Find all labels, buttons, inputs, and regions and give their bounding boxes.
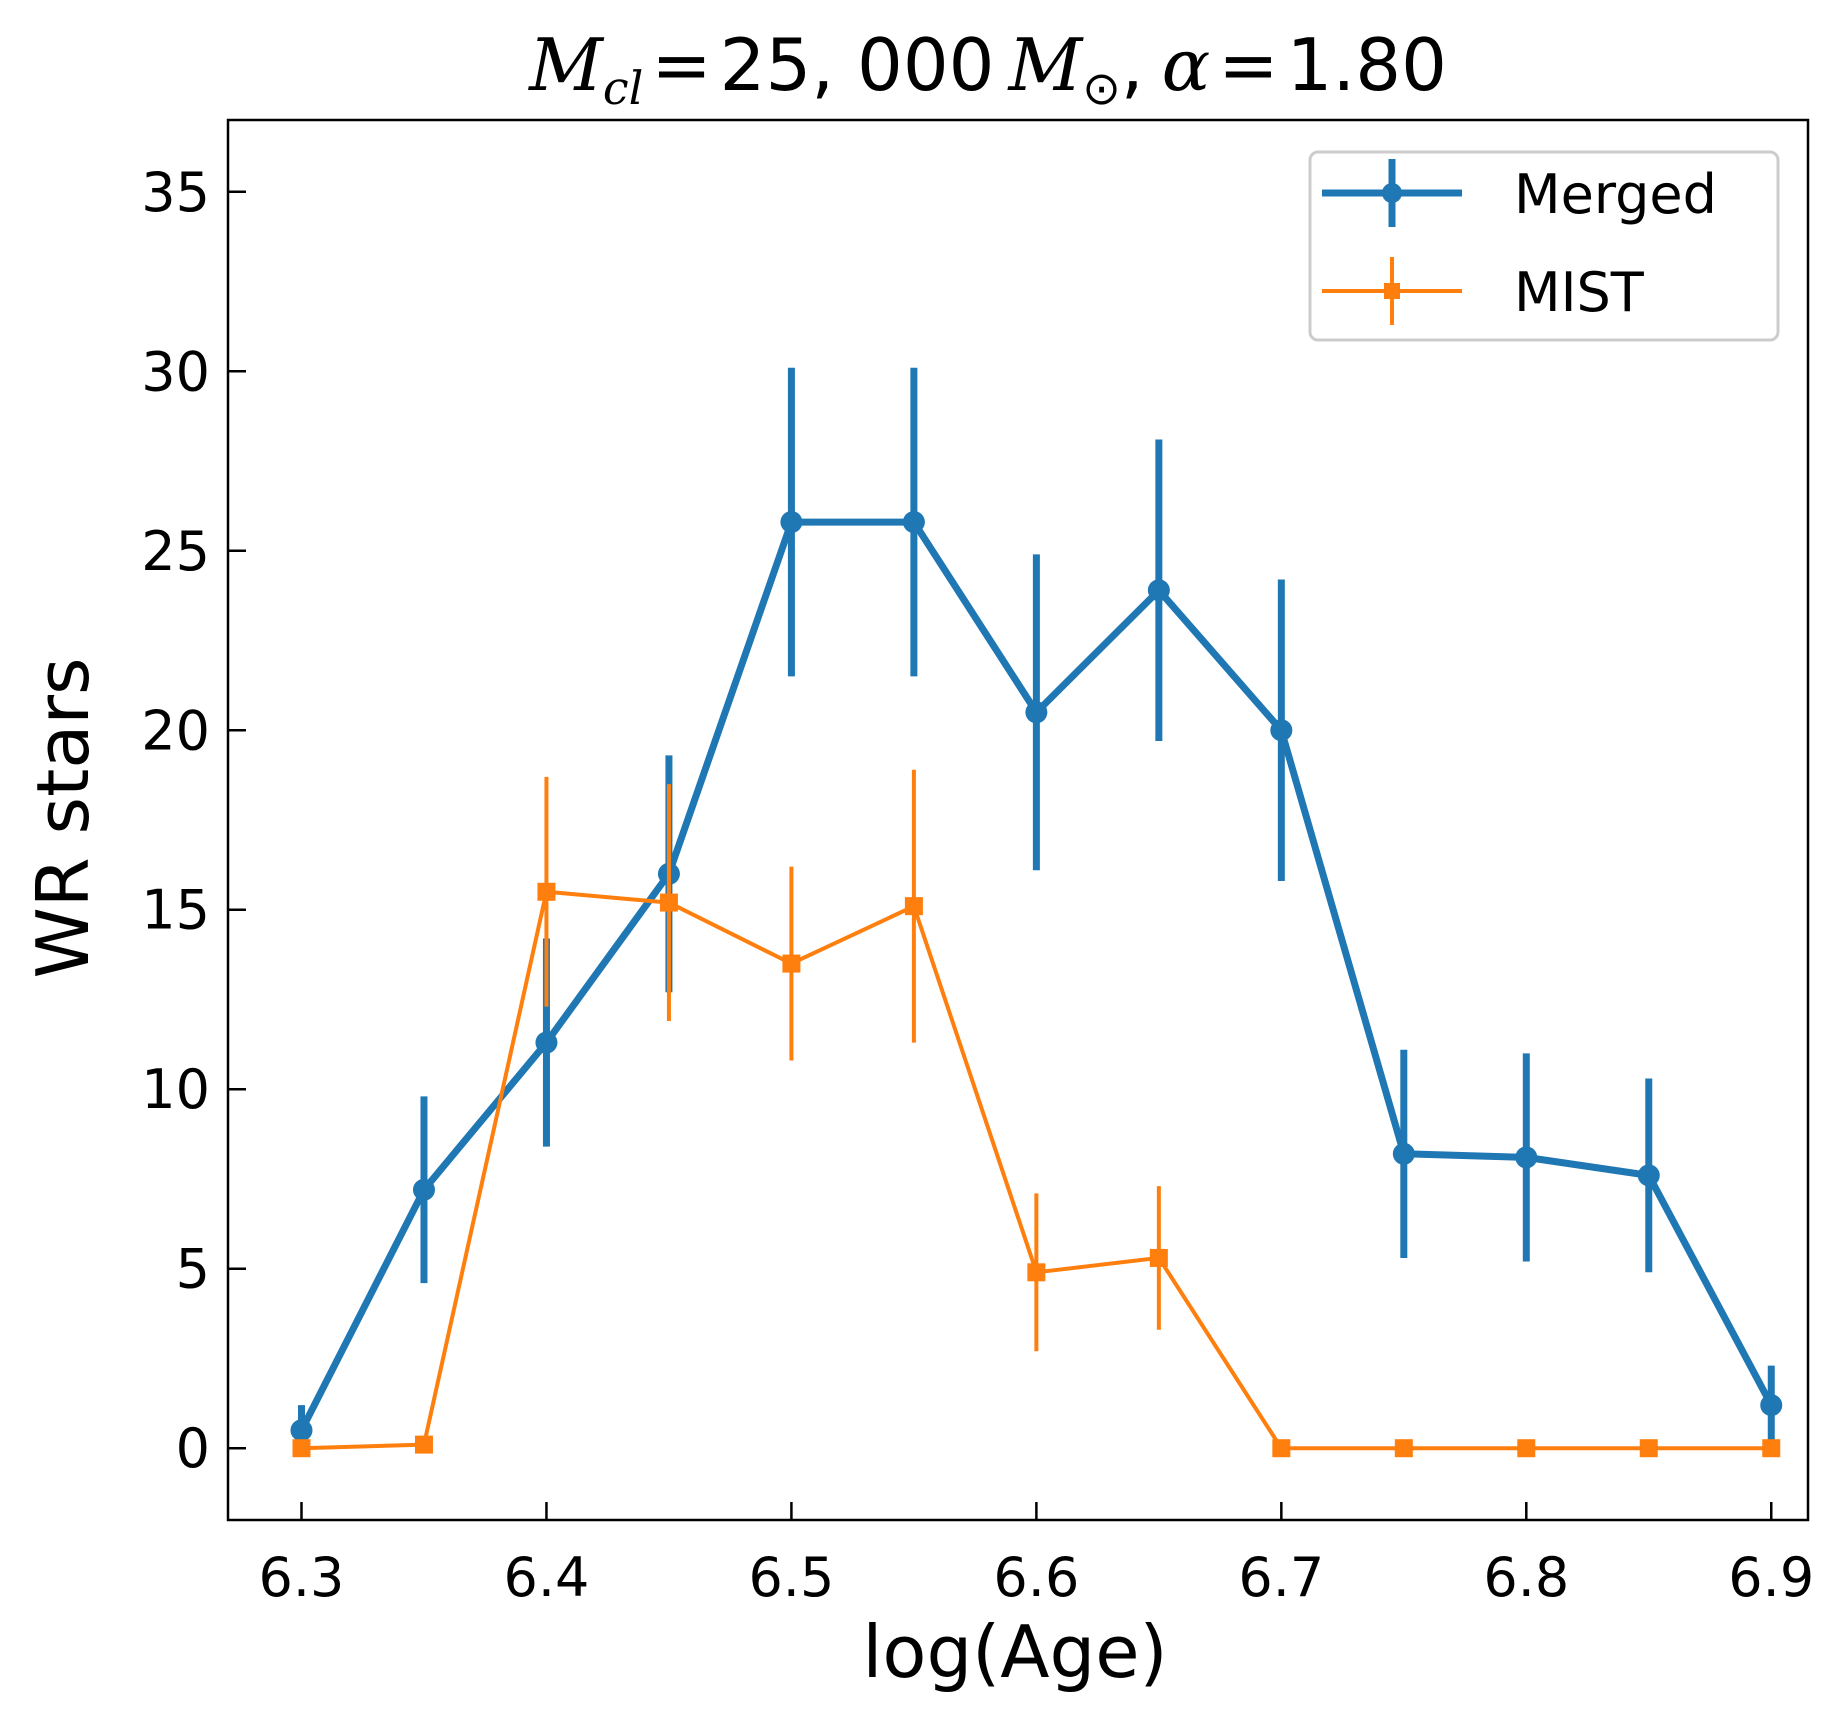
series-merged-point: [1270, 719, 1293, 742]
title-separator: ,: [1121, 23, 1144, 107]
series-merged: [290, 367, 1783, 1456]
y-tick-label-20: 20: [141, 699, 210, 762]
series-merged-point: [1147, 579, 1170, 602]
x-tick-label-6.4: 6.4: [504, 1546, 590, 1609]
series-mist-point: [1149, 1248, 1168, 1267]
plot-frame: [226, 118, 1810, 1522]
series-mist-point: [1272, 1439, 1291, 1458]
series-mist-point: [1394, 1439, 1413, 1458]
title-solar-mass-symbol: M: [1006, 23, 1084, 107]
x-tick-label-6.3: 6.3: [259, 1546, 345, 1609]
series-mist-point: [414, 1435, 433, 1454]
series-mist-point: [1027, 1263, 1046, 1282]
y-tick-label-5: 5: [176, 1238, 210, 1301]
series-mist-point: [1639, 1439, 1658, 1458]
legend-mist-marker: [1384, 283, 1400, 299]
x-tick-label-6.7: 6.7: [1238, 1546, 1324, 1609]
ticks-layer: 6.3 6.4 6.5 6.6 6.7 6.8 6.9 0 5 10 15 20 25 30 35: [141, 161, 1814, 1609]
y-tick-label-35: 35: [141, 161, 210, 224]
legend-merged-marker: [1382, 183, 1402, 203]
x-axis-label: log(Age): [862, 1610, 1167, 1694]
x-tick-label-6.6: 6.6: [993, 1546, 1079, 1609]
series-mist-point: [904, 897, 923, 916]
y-axis-label: WR stars: [21, 657, 105, 978]
y-tick-label-25: 25: [141, 520, 210, 583]
series-merged-point: [1637, 1164, 1660, 1187]
title-alpha-value: 1.80: [1287, 23, 1447, 107]
series-mist-point: [1517, 1439, 1536, 1458]
legend-entry-mist: MIST: [1322, 257, 1645, 325]
legend-merged-label: Merged: [1514, 163, 1717, 226]
chart-title: Mcl = 25, 000 M⊙, α = 1.80: [527, 23, 1447, 115]
series-merged-point: [1515, 1146, 1538, 1169]
title-equals-2: =: [1218, 23, 1278, 107]
series-mist-point: [537, 882, 556, 901]
series-mist-point: [292, 1439, 311, 1458]
legend-entry-merged: Merged: [1322, 159, 1717, 227]
y-tick-label-30: 30: [141, 340, 210, 403]
title-sun-symbol: ⊙: [1082, 61, 1121, 115]
title-mass-symbol: M: [527, 23, 605, 107]
series-merged-point: [902, 511, 925, 534]
y-tick-label-15: 15: [141, 879, 210, 942]
series-merged-point: [1392, 1142, 1415, 1165]
x-tick-label-6.5: 6.5: [748, 1546, 834, 1609]
series-mist-point: [1762, 1439, 1781, 1458]
title-alpha-symbol: α: [1162, 23, 1211, 107]
plot-layer: [290, 367, 1783, 1458]
title-mass-subscript: cl: [603, 61, 643, 115]
series-merged-point: [535, 1031, 558, 1054]
series-merged-point: [1760, 1394, 1783, 1417]
title-equals: =: [651, 23, 711, 107]
x-tick-label-6.8: 6.8: [1483, 1546, 1569, 1609]
title-mass-value: 25, 000: [720, 23, 995, 107]
y-tick-label-0: 0: [176, 1417, 210, 1480]
series-merged-point: [290, 1419, 313, 1442]
series-mist: [292, 769, 1781, 1458]
x-tick-label-6.9: 6.9: [1728, 1546, 1814, 1609]
legend-mist-label: MIST: [1514, 261, 1645, 324]
series-mist-point: [782, 954, 801, 973]
legend: Merged MIST: [1308, 150, 1780, 342]
series-mist-point: [659, 893, 678, 912]
series-merged-point: [1025, 701, 1048, 724]
series-merged-point: [412, 1178, 435, 1201]
series-merged-point: [780, 511, 803, 534]
y-tick-label-10: 10: [141, 1058, 210, 1121]
